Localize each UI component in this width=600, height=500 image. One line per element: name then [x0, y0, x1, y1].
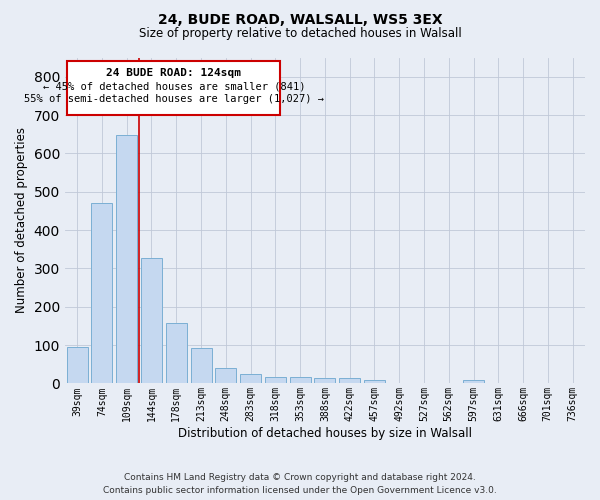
Bar [240, 374, 261, 384]
Text: Contains HM Land Registry data © Crown copyright and database right 2024.
Contai: Contains HM Land Registry data © Crown c… [103, 474, 497, 495]
Bar [116, 135, 137, 384]
Bar [463, 380, 484, 384]
Bar [91, 203, 112, 384]
FancyBboxPatch shape [67, 62, 280, 115]
Bar [314, 378, 335, 384]
Bar [339, 378, 360, 384]
Bar [67, 347, 88, 384]
Bar [191, 348, 212, 384]
Bar [265, 376, 286, 384]
Bar [215, 368, 236, 384]
X-axis label: Distribution of detached houses by size in Walsall: Distribution of detached houses by size … [178, 427, 472, 440]
Bar [141, 258, 162, 384]
Text: 55% of semi-detached houses are larger (1,027) →: 55% of semi-detached houses are larger (… [24, 94, 324, 104]
Bar [364, 380, 385, 384]
Y-axis label: Number of detached properties: Number of detached properties [15, 128, 28, 314]
Bar [166, 323, 187, 384]
Text: 24, BUDE ROAD, WALSALL, WS5 3EX: 24, BUDE ROAD, WALSALL, WS5 3EX [158, 12, 442, 26]
Text: ← 45% of detached houses are smaller (841): ← 45% of detached houses are smaller (84… [43, 82, 305, 92]
Text: 24 BUDE ROAD: 124sqm: 24 BUDE ROAD: 124sqm [106, 68, 241, 78]
Text: Size of property relative to detached houses in Walsall: Size of property relative to detached ho… [139, 28, 461, 40]
Bar [290, 378, 311, 384]
